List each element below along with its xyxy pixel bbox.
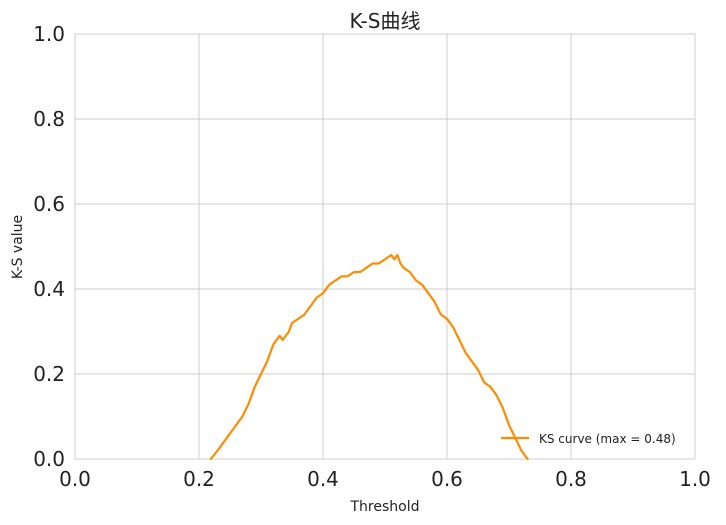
legend-label: KS curve (max = 0.48) — [539, 432, 676, 446]
x-tick-label: 0.0 — [59, 467, 91, 491]
chart-title: K-S曲线 — [350, 9, 421, 33]
y-tick-labels: 0.0 0.2 0.4 0.6 0.8 1.0 — [33, 22, 65, 471]
y-tick-label: 0.2 — [33, 362, 65, 386]
x-tick-labels: 0.0 0.2 0.4 0.6 0.8 1.0 — [59, 467, 711, 491]
x-tick-label: 0.2 — [183, 467, 215, 491]
x-tick-label: 0.8 — [555, 467, 587, 491]
plot-border — [74, 33, 696, 460]
x-tick-label: 0.4 — [307, 467, 339, 491]
legend: KS curve (max = 0.48) — [501, 432, 676, 446]
y-tick-label: 0.8 — [33, 107, 65, 131]
y-tick-label: 0.6 — [33, 192, 65, 216]
y-tick-label: 1.0 — [33, 22, 65, 46]
x-tick-label: 1.0 — [679, 467, 711, 491]
y-tick-label: 0.4 — [33, 277, 65, 301]
ks-curve-line — [209, 253, 529, 461]
y-tick-label: 0.0 — [33, 447, 65, 471]
x-axis-label: Threshold — [350, 499, 420, 515]
y-axis-label: K-S value — [10, 215, 26, 279]
grid — [74, 33, 696, 460]
x-tick-label: 0.6 — [431, 467, 463, 491]
series-layer — [209, 253, 529, 461]
plot-frame — [74, 33, 696, 460]
